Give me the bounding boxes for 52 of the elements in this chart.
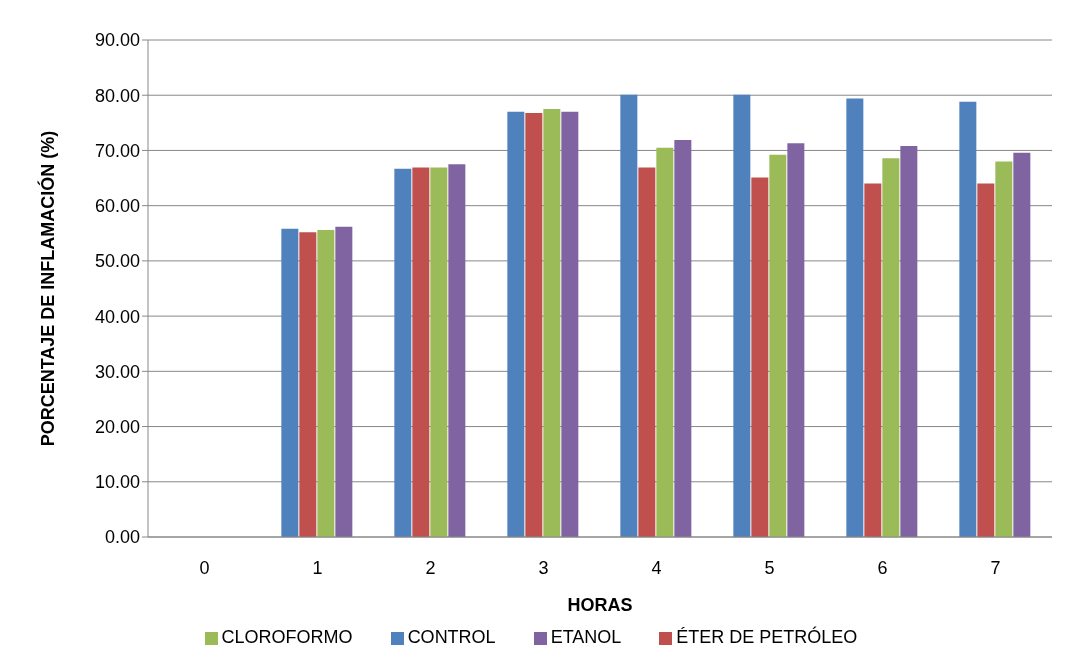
x-tick-label: 5 (764, 557, 775, 578)
bar (959, 101, 977, 537)
y-tick-label: 10.00 (94, 472, 140, 493)
bar (507, 111, 525, 537)
bar (1013, 152, 1031, 537)
bar (561, 111, 579, 537)
x-tick-label: 6 (877, 557, 888, 578)
bar (299, 232, 317, 537)
bar (656, 147, 674, 537)
y-tick-label: 0.00 (104, 527, 140, 548)
bar (864, 183, 882, 537)
bar (769, 154, 787, 537)
x-tick-label: 0 (199, 557, 210, 578)
bar (394, 168, 412, 537)
bar (620, 94, 638, 537)
bar (412, 167, 430, 537)
x-tick-label: 1 (312, 557, 323, 578)
y-tick-label: 70.00 (94, 140, 140, 161)
legend-label: ÉTER DE PETRÓLEO (676, 627, 858, 647)
y-tick-label: 30.00 (94, 361, 140, 382)
y-tick-label: 80.00 (94, 85, 140, 106)
bar (525, 112, 543, 537)
bar (674, 139, 692, 537)
bar (448, 164, 466, 537)
legend-label: ETANOL (550, 627, 622, 647)
bar (995, 161, 1013, 537)
bar (751, 177, 769, 537)
x-tick-label: 4 (651, 557, 662, 578)
y-tick-label: 40.00 (94, 306, 140, 327)
x-tick-label: 3 (538, 557, 549, 578)
bar (882, 158, 900, 537)
bar (787, 143, 805, 537)
y-tick-label: 90.00 (94, 30, 140, 51)
legend-label: CONTROL (407, 627, 496, 647)
y-axis-title: PORCENTAJE DE INFLAMACIÓN (%) (37, 130, 59, 447)
bar (281, 228, 299, 537)
x-tick-label: 7 (990, 557, 1001, 578)
bar (430, 167, 448, 537)
bar (335, 226, 353, 537)
bar (638, 167, 656, 537)
bar (900, 146, 918, 537)
bar (977, 183, 995, 537)
y-tick-label: 20.00 (94, 416, 140, 437)
bar (846, 98, 864, 537)
bar (733, 94, 751, 537)
y-tick-label: 60.00 (94, 196, 140, 217)
legend-label: CLOROFORMO (221, 627, 353, 647)
x-tick-label: 2 (425, 557, 436, 578)
bar (543, 109, 561, 537)
y-tick-label: 50.00 (94, 251, 140, 272)
bar (317, 229, 335, 537)
x-axis-title: HORAS (567, 595, 633, 615)
